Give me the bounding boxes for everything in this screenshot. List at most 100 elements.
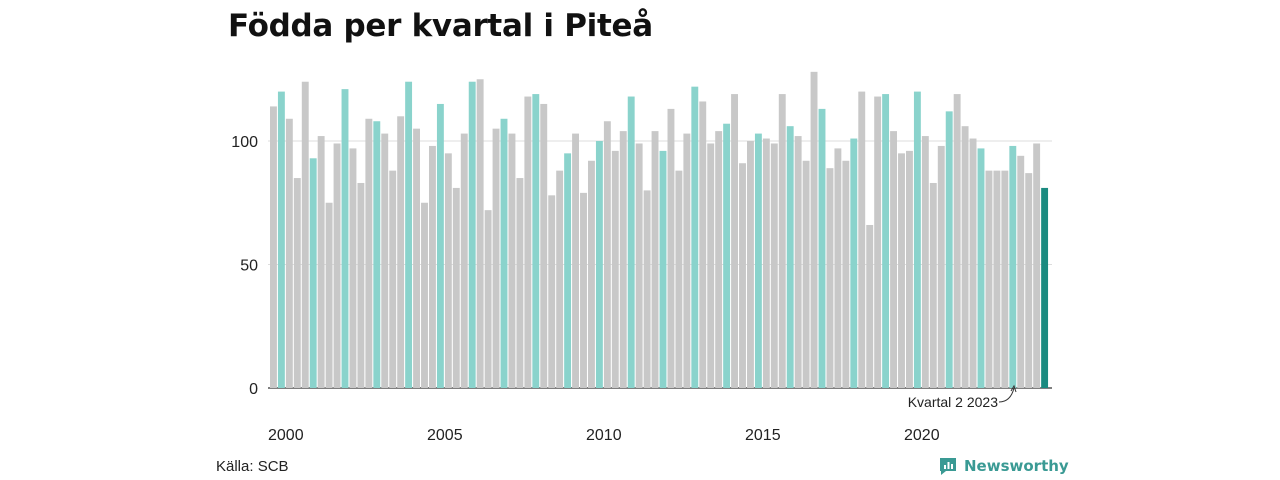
bar: [794, 136, 802, 388]
bar: [500, 118, 508, 389]
bar: [1025, 173, 1033, 388]
bar: [421, 202, 428, 388]
bar: [715, 131, 723, 388]
bar: [397, 116, 405, 389]
bar: [635, 143, 643, 388]
bar: [627, 96, 635, 388]
bars: [270, 71, 1049, 389]
bar: [548, 195, 556, 388]
bar: [858, 91, 866, 388]
annotation-label: Kvartal 2 2023: [908, 394, 998, 410]
bar: [810, 71, 818, 388]
bar: [739, 163, 746, 388]
bar: [699, 101, 707, 388]
bar: [778, 94, 786, 388]
bar: [381, 133, 389, 388]
bar: [611, 150, 619, 388]
bar: [460, 133, 468, 388]
bar: [898, 153, 905, 388]
bar: [476, 79, 484, 388]
bar: [1041, 187, 1049, 388]
bar: [357, 182, 365, 388]
bar: [850, 138, 858, 388]
bar: [532, 94, 540, 388]
bar: [524, 96, 532, 388]
bar: [890, 131, 897, 388]
bar: [1017, 155, 1025, 388]
bar: [913, 91, 921, 388]
chart-title: Födda per kvartal i Piteå: [228, 8, 653, 44]
bar: [683, 133, 691, 388]
bar: [651, 131, 659, 388]
bar: [945, 111, 953, 389]
bar: [365, 118, 373, 389]
bar: [293, 178, 301, 388]
bar: [747, 141, 754, 388]
x-tick-label: 2005: [427, 427, 463, 444]
bar: [906, 150, 913, 388]
bar: [317, 136, 325, 388]
bar: [659, 150, 667, 388]
bar: [429, 145, 436, 388]
bar: [492, 128, 500, 388]
bar: [770, 143, 778, 388]
bar: [413, 128, 420, 388]
bar: [333, 143, 341, 388]
bar: [834, 148, 842, 388]
bar: [802, 160, 810, 388]
bar: [953, 94, 961, 388]
bar: [977, 148, 985, 388]
bar: [603, 121, 611, 389]
bar: [277, 91, 285, 388]
bar: [270, 106, 277, 389]
bar: [349, 148, 357, 388]
newsworthy-icon: [940, 458, 956, 475]
bar: [389, 170, 397, 388]
bar: [1001, 170, 1009, 388]
y-tick-label: 100: [231, 134, 258, 151]
bar: [786, 126, 794, 389]
annotation: Kvartal 2 2023: [908, 384, 1017, 410]
bar: [309, 158, 317, 388]
x-axis-labels: 2000 2005 2010 2015 2020: [268, 427, 940, 444]
bar: [373, 121, 381, 389]
annotation-arrowhead: [1010, 384, 1017, 393]
bar: [937, 145, 945, 388]
bar: [405, 81, 413, 388]
bar: [444, 153, 452, 388]
bar: [826, 168, 834, 388]
bar: [580, 192, 587, 388]
bar: [874, 96, 882, 388]
bar: [1033, 143, 1041, 388]
bar: [643, 190, 651, 388]
source-note: Källa: SCB: [216, 458, 289, 475]
bar: [484, 210, 492, 388]
bar: [436, 103, 444, 388]
bar: [985, 170, 993, 388]
bar: [341, 89, 349, 388]
bar: [691, 86, 699, 388]
bar: [754, 133, 762, 388]
bar: [723, 123, 731, 389]
bar: [595, 141, 603, 388]
brand-name: Newsworthy: [964, 457, 1069, 475]
bar: [452, 187, 460, 388]
bar: [707, 143, 715, 388]
y-axis-labels: 0 50 100: [231, 134, 258, 398]
bar: [619, 131, 627, 388]
bar: [540, 103, 548, 388]
bar: [818, 108, 826, 388]
bar: [842, 160, 850, 388]
bar: [285, 118, 293, 389]
bar: [588, 160, 595, 388]
bar: [993, 170, 1001, 388]
bar: [731, 94, 738, 388]
brand-logo[interactable]: Newsworthy: [938, 456, 1069, 476]
x-tick-label: 2020: [904, 427, 940, 444]
annotation-arrow: [998, 387, 1015, 403]
bar: [301, 81, 309, 388]
y-tick-label: 0: [249, 381, 258, 398]
x-tick-label: 2000: [268, 427, 304, 444]
bar: [468, 81, 476, 388]
